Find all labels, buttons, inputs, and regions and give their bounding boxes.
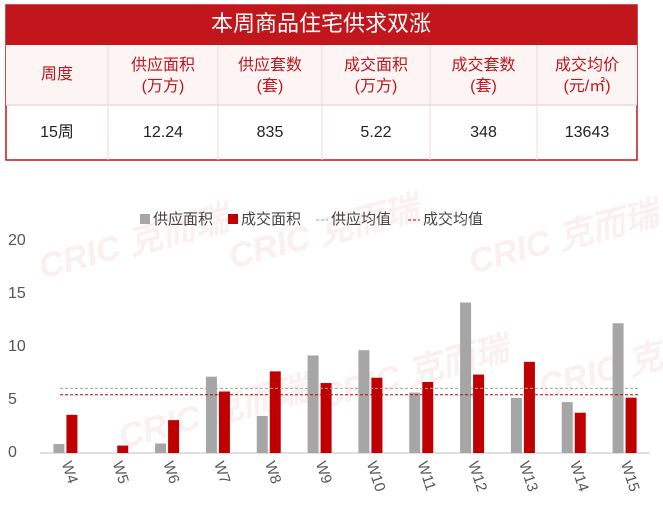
y-tick-label: 15 (8, 285, 26, 302)
bar (155, 443, 167, 453)
x-tick-label: W14 (566, 459, 592, 494)
x-tick-label: W8 (261, 459, 284, 486)
bar (409, 392, 421, 453)
header-cell: 成交均价 (555, 56, 619, 74)
watermark: CRIC 克而瑞 (225, 188, 428, 276)
legend-label: 供应面积 (153, 210, 213, 228)
bar (510, 397, 522, 453)
bar (422, 381, 434, 453)
x-tick-label: W11 (414, 459, 439, 493)
bar (205, 376, 217, 453)
x-tick-label: W6 (160, 459, 183, 486)
x-tick-label: W4 (58, 459, 81, 486)
header-cell: 供应套数 (238, 55, 302, 74)
table-title-bar (6, 5, 637, 45)
legend-swatch (140, 214, 150, 224)
header-cell: (套) (257, 77, 284, 95)
bar (320, 383, 332, 453)
bar (523, 361, 535, 453)
table-title: 本周商品住宅供求双涨 (211, 11, 431, 36)
bar (625, 397, 637, 453)
header-cell: (套) (470, 77, 497, 95)
bar (269, 371, 281, 453)
header-cell: 周度 (41, 65, 73, 83)
legend-label: 成交面积 (241, 210, 301, 228)
bar (460, 302, 472, 453)
bar (66, 414, 78, 453)
table-cell: 348 (470, 124, 497, 141)
header-cell: 供应面积 (131, 55, 195, 74)
x-tick-label: W13 (515, 459, 541, 494)
watermark: CRIC 克而瑞 (465, 193, 663, 281)
bar (574, 412, 586, 453)
bar (53, 443, 65, 453)
bar (218, 391, 230, 453)
x-tick-label: W10 (363, 459, 389, 494)
table-cell: 5.22 (360, 124, 391, 141)
x-tick-label: W5 (109, 459, 132, 486)
header-cell: 成交面积 (344, 56, 408, 74)
bar (256, 415, 268, 453)
header-cell: (万方) (142, 77, 185, 95)
legend-swatch (228, 214, 239, 224)
legend-label: 供应均值 (331, 210, 391, 228)
header-cell: (万方) (355, 77, 398, 95)
x-tick-label: W7 (210, 459, 233, 486)
bar (612, 323, 624, 453)
y-tick-label: 10 (8, 338, 26, 355)
table-cell: 13643 (565, 124, 610, 141)
x-tick-label: W9 (312, 459, 335, 486)
bar (168, 420, 180, 453)
bar (358, 350, 370, 453)
table-cell: 15周 (40, 124, 74, 141)
header-cell: (元/㎡) (563, 77, 610, 95)
x-tick-label: W12 (465, 459, 491, 494)
bar (473, 374, 485, 453)
watermark: CRIC 克而瑞 (535, 318, 663, 406)
bar (561, 402, 573, 453)
bar (307, 355, 319, 453)
bar (371, 377, 383, 453)
y-tick-label: 20 (8, 232, 26, 249)
bar (117, 445, 129, 453)
header-cell: 成交套数 (451, 56, 515, 74)
x-tick-label: W15 (617, 459, 643, 494)
y-tick-label: 0 (8, 444, 17, 461)
table-cell: 835 (257, 124, 284, 141)
legend-label: 成交均值 (423, 210, 483, 228)
y-tick-label: 5 (8, 391, 17, 408)
table-cell: 12.24 (143, 124, 183, 141)
